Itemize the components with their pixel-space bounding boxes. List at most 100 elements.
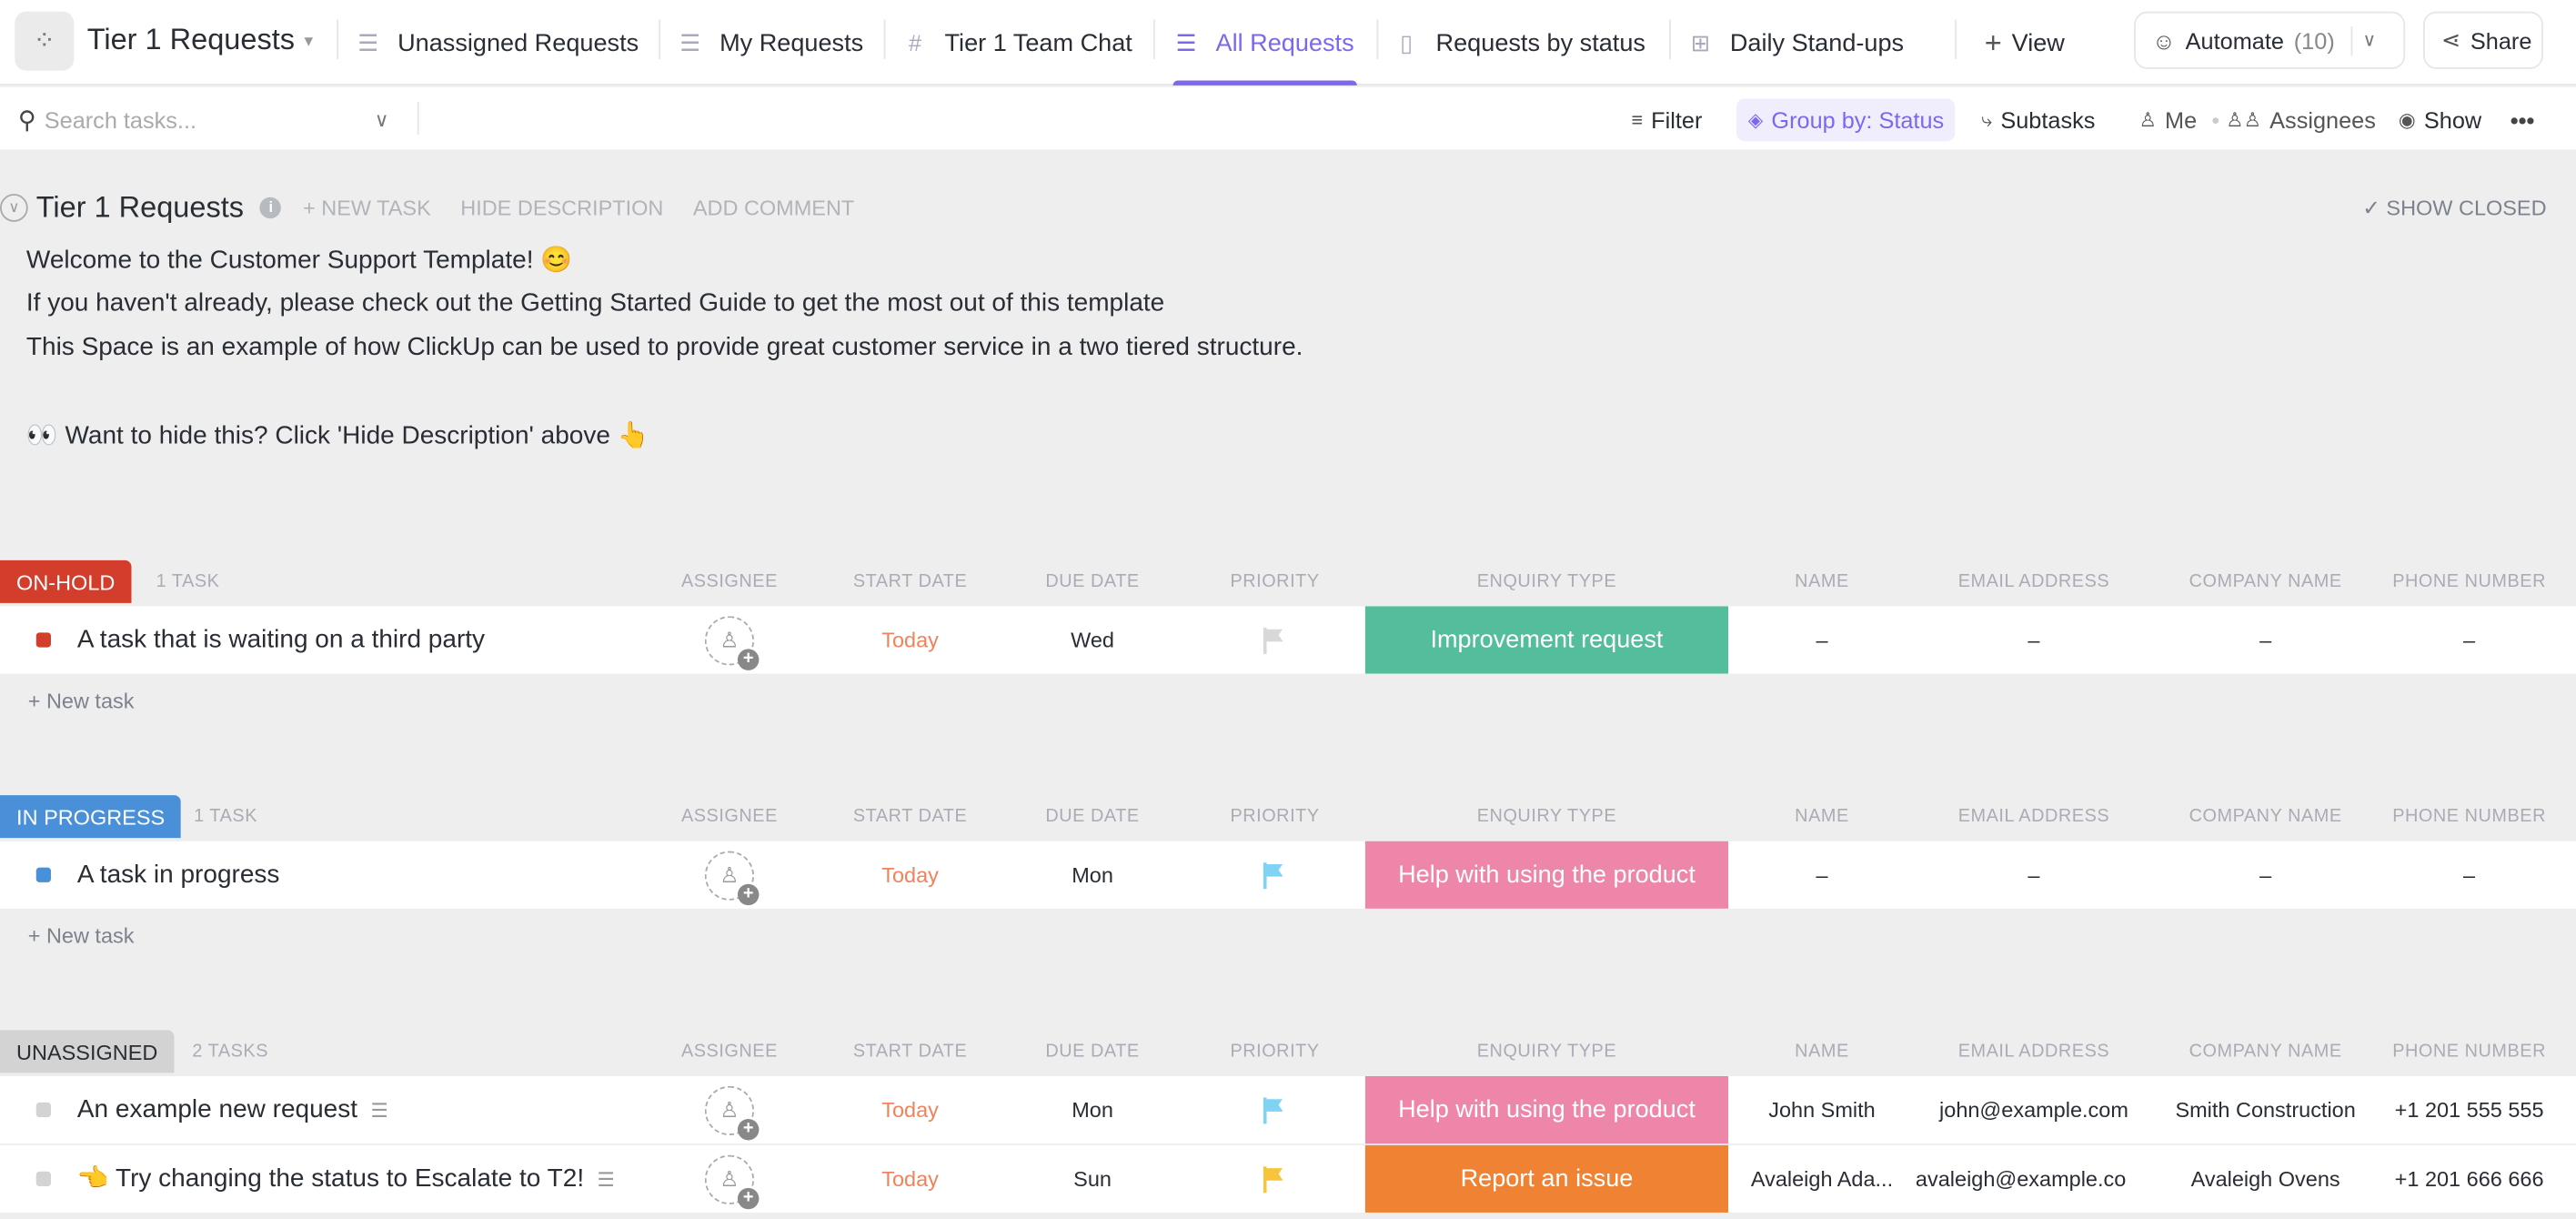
- due-date[interactable]: Mon: [1072, 1097, 1113, 1123]
- add-view-button[interactable]: + View: [1985, 0, 2065, 86]
- caret-down-icon[interactable]: ▼: [301, 33, 317, 50]
- hide-description-link[interactable]: HIDE DESCRIPTION: [460, 195, 664, 220]
- start-date[interactable]: Today: [881, 627, 939, 653]
- phone-number[interactable]: +1 201 555 555: [2394, 1097, 2544, 1123]
- column-header-company[interactable]: COMPANY NAME: [2189, 1042, 2342, 1062]
- column-header-due-date[interactable]: DUE DATE: [1045, 806, 1140, 827]
- tab-daily-stand-ups[interactable]: ⊞ Daily Stand-ups: [1684, 0, 1904, 86]
- status-badge[interactable]: UNASSIGNED: [0, 1030, 175, 1073]
- company-name[interactable]: Smith Construction: [2175, 1097, 2356, 1123]
- priority-cell[interactable]: [1186, 606, 1363, 673]
- space-title[interactable]: Tier 1 Requests ▼: [87, 23, 317, 57]
- phone-number[interactable]: –: [2463, 862, 2476, 888]
- collapse-icon[interactable]: ∨: [0, 193, 28, 221]
- automate-button[interactable]: ☺ Automate (10) ∨: [2134, 11, 2406, 69]
- column-header-start-date[interactable]: START DATE: [852, 806, 968, 827]
- company-name[interactable]: Avaleigh Ovens: [2190, 1166, 2340, 1192]
- email-address[interactable]: –: [2028, 862, 2040, 888]
- column-header-company[interactable]: COMPANY NAME: [2189, 806, 2342, 827]
- contact-name[interactable]: –: [1816, 862, 1828, 888]
- column-header-priority[interactable]: PRIORITY: [1230, 1042, 1320, 1062]
- enquiry-type[interactable]: Help with using the product: [1364, 1076, 1729, 1144]
- status-square[interactable]: [35, 867, 51, 882]
- filter-button[interactable]: ≡ Filter: [1631, 98, 1702, 141]
- chevron-down-icon[interactable]: ∨: [374, 108, 389, 132]
- column-header-enquiry-type[interactable]: ENQUIRY TYPE: [1476, 571, 1617, 592]
- status-square[interactable]: [35, 632, 51, 648]
- search-input[interactable]: ⚲ Search tasks... ∨: [18, 98, 404, 141]
- column-header-assignee[interactable]: ASSIGNEE: [680, 571, 778, 592]
- priority-cell[interactable]: [1186, 841, 1363, 909]
- enquiry-type[interactable]: Help with using the product: [1364, 841, 1729, 909]
- enquiry-type[interactable]: Report an issue: [1364, 1144, 1729, 1213]
- column-header-email[interactable]: EMAIL ADDRESS: [1957, 806, 2110, 827]
- tab-all-requests[interactable]: ☰ All Requests: [1170, 0, 1358, 86]
- share-button[interactable]: ⋖ Share: [2423, 11, 2543, 69]
- due-date[interactable]: Wed: [1071, 627, 1115, 653]
- contact-name[interactable]: –: [1816, 627, 1828, 653]
- tab-unassigned-requests[interactable]: ☰ Unassigned Requests: [352, 0, 639, 86]
- status-badge[interactable]: IN PROGRESS: [0, 795, 182, 839]
- priority-cell[interactable]: [1186, 1076, 1363, 1143]
- status-badge[interactable]: ON-HOLD: [0, 559, 132, 603]
- company-name[interactable]: –: [2259, 862, 2272, 888]
- info-icon[interactable]: i: [260, 196, 282, 218]
- task-name[interactable]: An example new request ☰: [77, 1076, 388, 1143]
- more-options-icon[interactable]: •••: [2510, 106, 2535, 134]
- start-date[interactable]: Today: [881, 862, 939, 888]
- new-task-button[interactable]: + New task: [27, 923, 135, 949]
- group-by-button[interactable]: ◈ Group by: Status: [1736, 98, 1956, 142]
- add-assignee-icon[interactable]: ♙ +: [704, 1154, 760, 1209]
- priority-cell[interactable]: [1186, 1145, 1363, 1213]
- column-header-priority[interactable]: PRIORITY: [1230, 806, 1320, 827]
- enquiry-type[interactable]: Improvement request: [1364, 606, 1729, 674]
- email-address[interactable]: john@example.com: [1939, 1097, 2128, 1123]
- assignee-cell[interactable]: ♙ +: [680, 1076, 779, 1143]
- chevron-down-icon[interactable]: ∨: [2362, 31, 2377, 51]
- tab-tier-1-team-chat[interactable]: # Tier 1 Team Chat: [899, 0, 1132, 86]
- task-row[interactable]: 👈 Try changing the status to Escalate to…: [0, 1144, 2576, 1213]
- column-header-priority[interactable]: PRIORITY: [1230, 571, 1320, 592]
- add-assignee-icon[interactable]: ♙ +: [704, 850, 760, 905]
- due-date[interactable]: Sun: [1073, 1166, 1112, 1192]
- column-header-start-date[interactable]: START DATE: [852, 571, 968, 592]
- column-header-start-date[interactable]: START DATE: [852, 1042, 968, 1062]
- task-name[interactable]: A task that is waiting on a third party: [77, 606, 485, 673]
- column-header-due-date[interactable]: DUE DATE: [1045, 1042, 1140, 1062]
- column-header-enquiry-type[interactable]: ENQUIRY TYPE: [1476, 806, 1617, 827]
- task-row[interactable]: An example new request ☰ ♙ + Today Mon Hel…: [0, 1076, 2576, 1144]
- due-date[interactable]: Mon: [1072, 862, 1113, 888]
- show-button[interactable]: ◉ Show: [2399, 98, 2481, 141]
- column-header-email[interactable]: EMAIL ADDRESS: [1957, 1042, 2110, 1062]
- status-square[interactable]: [35, 1102, 51, 1118]
- new-task-button[interactable]: + New task: [27, 688, 135, 713]
- task-row[interactable]: A task in progress ♙ + Today Mon Help wit…: [0, 841, 2576, 909]
- column-header-phone[interactable]: PHONE NUMBER: [2392, 571, 2546, 592]
- column-header-email[interactable]: EMAIL ADDRESS: [1957, 571, 2110, 592]
- contact-name[interactable]: Avaleigh Ada...: [1750, 1166, 1894, 1192]
- column-header-company[interactable]: COMPANY NAME: [2189, 571, 2342, 592]
- column-header-phone[interactable]: PHONE NUMBER: [2392, 806, 2546, 827]
- company-name[interactable]: –: [2259, 627, 2272, 653]
- email-address[interactable]: –: [2028, 627, 2040, 653]
- phone-number[interactable]: +1 201 666 666: [2394, 1166, 2544, 1192]
- column-header-name[interactable]: NAME: [1795, 1042, 1849, 1062]
- column-header-due-date[interactable]: DUE DATE: [1045, 571, 1140, 592]
- space-icon[interactable]: ⁘: [15, 11, 75, 71]
- email-address[interactable]: avaleigh@example.co: [1915, 1166, 2127, 1192]
- column-header-assignee[interactable]: ASSIGNEE: [680, 1042, 778, 1062]
- me-button[interactable]: ♙ Me •: [2139, 98, 2220, 141]
- start-date[interactable]: Today: [881, 1097, 939, 1123]
- assignees-button[interactable]: ♙♙ Assignees: [2226, 98, 2376, 141]
- show-closed-button[interactable]: ✓ SHOW CLOSED: [2362, 196, 2546, 222]
- new-task-link[interactable]: + NEW TASK: [303, 195, 431, 220]
- column-header-enquiry-type[interactable]: ENQUIRY TYPE: [1476, 1042, 1617, 1062]
- add-assignee-icon[interactable]: ♙ +: [704, 1084, 760, 1140]
- task-name[interactable]: 👈 Try changing the status to Escalate to…: [77, 1145, 615, 1213]
- column-header-assignee[interactable]: ASSIGNEE: [680, 806, 778, 827]
- phone-number[interactable]: –: [2463, 627, 2476, 653]
- status-square[interactable]: [35, 1171, 51, 1187]
- start-date[interactable]: Today: [881, 1166, 939, 1192]
- tab-my-requests[interactable]: ☰ My Requests: [674, 0, 863, 86]
- add-assignee-icon[interactable]: ♙ +: [704, 615, 760, 670]
